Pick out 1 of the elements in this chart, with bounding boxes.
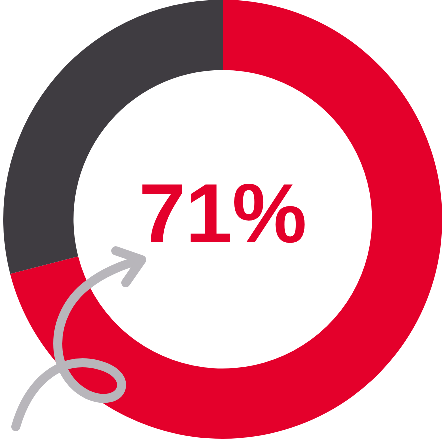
text: 71% xyxy=(138,166,308,261)
